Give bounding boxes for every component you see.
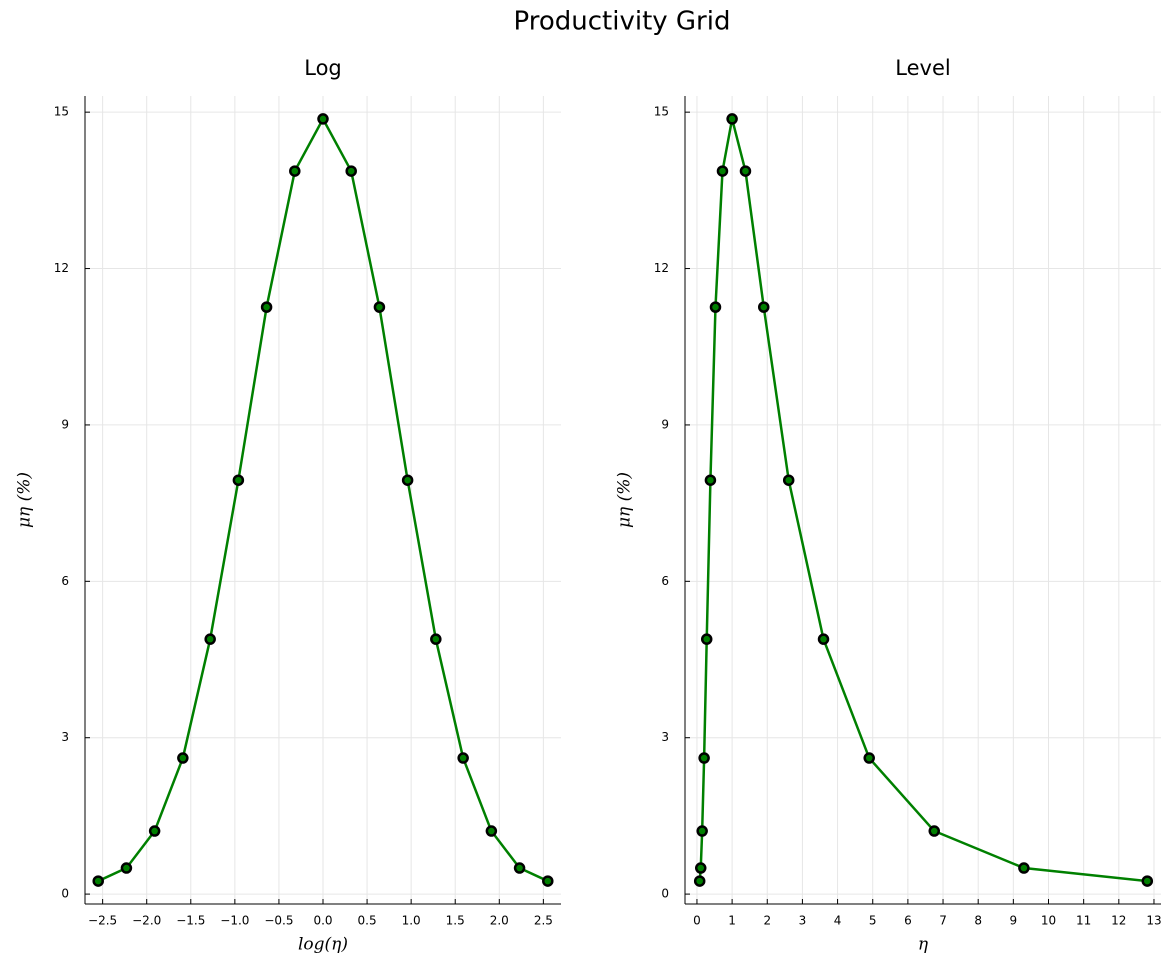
data-point bbox=[757, 301, 770, 313]
data-point bbox=[693, 875, 706, 887]
x-tick-label: 6 bbox=[904, 914, 912, 928]
y-tick-label: 0 bbox=[61, 887, 69, 901]
data-point bbox=[204, 633, 216, 645]
y-axis-label: μη (%) bbox=[15, 472, 35, 528]
data-point bbox=[430, 633, 442, 645]
data-point bbox=[485, 825, 498, 837]
data-point bbox=[317, 113, 329, 125]
x-tick-label: 4 bbox=[834, 914, 842, 928]
x-tick-label: −2.0 bbox=[132, 914, 161, 928]
data-point bbox=[709, 301, 722, 313]
data-point bbox=[694, 862, 707, 874]
data-point bbox=[863, 752, 875, 764]
x-tick-label: 0.0 bbox=[313, 914, 332, 928]
x-tick-label: −1.0 bbox=[220, 914, 249, 928]
x-tick-label: −0.5 bbox=[264, 914, 293, 928]
x-axis-label: log(η) bbox=[298, 935, 348, 955]
data-point bbox=[260, 301, 273, 313]
y-axis-label: μη (%) bbox=[615, 472, 635, 528]
x-tick-label: −1.5 bbox=[176, 914, 205, 928]
data-point bbox=[457, 752, 469, 764]
x-tick-label: −2.5 bbox=[88, 914, 117, 928]
data-point bbox=[148, 825, 161, 837]
data-point bbox=[1018, 862, 1030, 874]
x-tick-label: 2.0 bbox=[490, 914, 509, 928]
x-tick-label: 9 bbox=[1010, 914, 1018, 928]
y-tick-label: 3 bbox=[661, 730, 669, 744]
chart-title: Log bbox=[304, 56, 342, 80]
data-point bbox=[698, 752, 710, 764]
y-tick-label: 12 bbox=[654, 261, 669, 275]
data-point bbox=[704, 474, 717, 486]
x-tick-label: 12 bbox=[1111, 914, 1126, 928]
data-point bbox=[739, 165, 752, 177]
x-axis-label: η bbox=[918, 935, 929, 955]
chart-title: Level bbox=[895, 56, 950, 80]
data-point bbox=[177, 752, 189, 764]
data-point bbox=[928, 825, 940, 837]
data-point bbox=[1141, 875, 1154, 887]
data-point bbox=[373, 301, 386, 313]
x-tick-label: 1 bbox=[728, 914, 736, 928]
data-point bbox=[700, 633, 713, 645]
data-point bbox=[817, 633, 830, 645]
x-tick-label: 13 bbox=[1146, 914, 1161, 928]
data-point bbox=[401, 474, 414, 486]
y-tick-label: 6 bbox=[661, 574, 669, 588]
y-tick-label: 9 bbox=[61, 417, 69, 431]
data-point bbox=[782, 474, 795, 486]
data-point bbox=[513, 862, 526, 874]
y-tick-label: 15 bbox=[654, 105, 669, 119]
x-tick-label: 1.5 bbox=[446, 914, 465, 928]
x-tick-label: 8 bbox=[974, 914, 982, 928]
data-point bbox=[696, 825, 708, 837]
data-point bbox=[232, 474, 245, 486]
x-tick-label: 0.5 bbox=[358, 914, 377, 928]
data-point bbox=[726, 113, 738, 125]
x-tick-label: 5 bbox=[869, 914, 877, 928]
data-point bbox=[345, 165, 357, 177]
data-point bbox=[542, 875, 554, 887]
data-point bbox=[716, 165, 729, 177]
y-tick-label: 15 bbox=[54, 105, 69, 119]
x-tick-label: 0 bbox=[693, 914, 701, 928]
x-tick-label: 3 bbox=[799, 914, 807, 928]
x-tick-label: 7 bbox=[939, 914, 947, 928]
figure-title: Productivity Grid bbox=[514, 7, 731, 37]
x-tick-label: 10 bbox=[1041, 914, 1056, 928]
y-tick-label: 3 bbox=[61, 730, 69, 744]
y-tick-label: 0 bbox=[661, 887, 669, 901]
y-tick-label: 12 bbox=[54, 261, 69, 275]
x-tick-label: 1.0 bbox=[402, 914, 421, 928]
x-tick-label: 2 bbox=[763, 914, 771, 928]
x-tick-label: 2.5 bbox=[534, 914, 553, 928]
y-tick-label: 6 bbox=[61, 574, 69, 588]
data-point bbox=[289, 165, 301, 177]
y-tick-label: 9 bbox=[661, 417, 669, 431]
data-point bbox=[92, 875, 104, 887]
data-point bbox=[120, 862, 133, 874]
x-tick-label: 11 bbox=[1076, 914, 1091, 928]
